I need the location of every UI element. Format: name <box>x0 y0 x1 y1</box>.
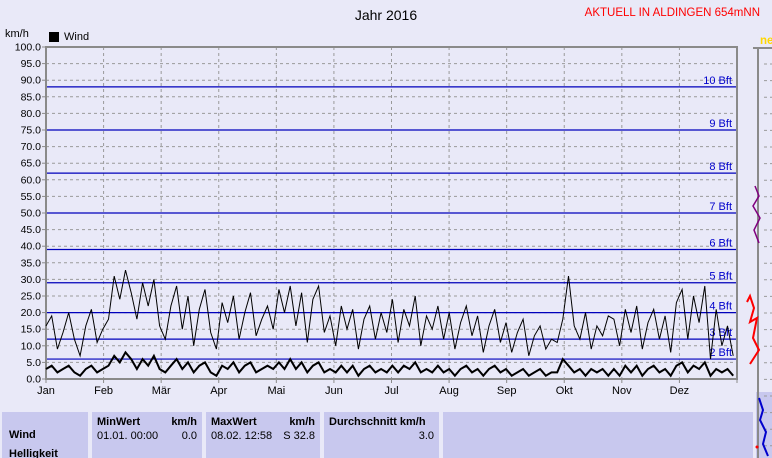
svg-text:8 Bft: 8 Bft <box>709 161 732 173</box>
svg-text:10.0: 10.0 <box>21 340 42 352</box>
station-location-header: AKTUELL IN ALDINGEN 654mNN <box>584 7 760 19</box>
svg-text:5.0: 5.0 <box>26 357 41 369</box>
svg-text:30.0: 30.0 <box>21 274 42 286</box>
svg-text:Aug: Aug <box>439 385 459 397</box>
svg-text:40.0: 40.0 <box>21 241 42 253</box>
durchschnitt-header: Durchschnitt km/h <box>329 416 426 428</box>
maxwert-header: MaxWert <box>211 416 257 428</box>
table-cell-row-labels: Wind Helligkeit <box>2 412 88 458</box>
axis-ticks <box>42 46 738 383</box>
svg-text:80.0: 80.0 <box>21 108 42 120</box>
page-title: Jahr 2016 <box>354 7 418 23</box>
svg-text:45.0: 45.0 <box>21 224 42 236</box>
svg-text:85.0: 85.0 <box>21 91 42 103</box>
svg-text:Nov: Nov <box>612 385 632 397</box>
beaufort-lines <box>46 86 737 360</box>
svg-text:Okt: Okt <box>556 385 573 397</box>
svg-text:5 Bft: 5 Bft <box>709 271 732 283</box>
svg-text:Jan: Jan <box>37 385 55 397</box>
y-axis-unit-label: km/h <box>5 28 29 40</box>
table-cell-minwert: MinWert km/h 01.01. 00:00 0.0 <box>92 412 202 458</box>
svg-text:55.0: 55.0 <box>21 191 42 203</box>
svg-text:25.0: 25.0 <box>21 291 42 303</box>
minwert-value: 0.0 <box>181 430 197 442</box>
y-axis-labels: 0.0 5.0 10.0 15.0 20.0 25.0 30.0 35.0 40.0 45.0 50… <box>15 42 41 386</box>
wind-legend-swatch-icon <box>49 32 59 42</box>
svg-text:Sep: Sep <box>497 385 517 397</box>
minwert-datetime: 01.01. 00:00 <box>97 430 159 442</box>
svg-text:4 Bft: 4 Bft <box>709 301 732 313</box>
svg-text:65.0: 65.0 <box>21 158 42 170</box>
svg-text:20.0: 20.0 <box>21 307 42 319</box>
svg-text:35.0: 35.0 <box>21 257 42 269</box>
svg-text:100.0: 100.0 <box>15 42 41 54</box>
minwert-header: MinWert <box>97 416 141 428</box>
svg-text:Mai: Mai <box>267 385 285 397</box>
svg-text:60.0: 60.0 <box>21 174 42 186</box>
durchschnitt-value: 3.0 <box>418 430 434 442</box>
wind-series <box>45 269 734 378</box>
table-cell-maxwert: MaxWert km/h 08.02. 12:58 S 32.8 <box>206 412 320 458</box>
table-cell-durchschnitt: Durchschnitt km/h 3.0 <box>324 412 439 458</box>
svg-text:0.0: 0.0 <box>26 374 41 386</box>
svg-text:75.0: 75.0 <box>21 125 42 137</box>
svg-text:9 Bft: 9 Bft <box>709 118 732 130</box>
svg-text:10 Bft: 10 Bft <box>703 75 732 87</box>
svg-text:Mär: Mär <box>152 385 171 397</box>
legend: Wind <box>49 31 89 43</box>
maxwert-unit: km/h <box>289 416 315 428</box>
svg-text:15.0: 15.0 <box>21 324 42 336</box>
svg-text:95.0: 95.0 <box>21 58 42 70</box>
svg-text:7 Bft: 7 Bft <box>709 201 732 213</box>
svg-text:Apr: Apr <box>210 385 227 397</box>
minwert-unit: km/h <box>171 416 197 428</box>
wind-legend-label: Wind <box>64 31 90 43</box>
table-row-label-wind: Wind <box>9 429 36 441</box>
maxwert-value: S 32.8 <box>283 430 315 442</box>
svg-text:Jul: Jul <box>384 385 398 397</box>
table-cell-empty <box>443 412 753 458</box>
svg-text:90.0: 90.0 <box>21 75 42 87</box>
table-row-label-next: Helligkeit <box>9 448 58 458</box>
svg-text:Feb: Feb <box>94 385 113 397</box>
maxwert-datetime: 08.02. 12:58 <box>211 430 273 442</box>
svg-text:70.0: 70.0 <box>21 141 42 153</box>
svg-text:50.0: 50.0 <box>21 208 42 220</box>
month-labels: Jan Feb Mär Apr Mai Jun Jul Aug Sep Okt Nov Dez <box>37 385 689 397</box>
svg-text:Jun: Jun <box>325 385 343 397</box>
svg-text:6 Bft: 6 Bft <box>709 238 732 250</box>
svg-text:2 Bft: 2 Bft <box>709 347 732 359</box>
svg-text:Dez: Dez <box>670 385 690 397</box>
